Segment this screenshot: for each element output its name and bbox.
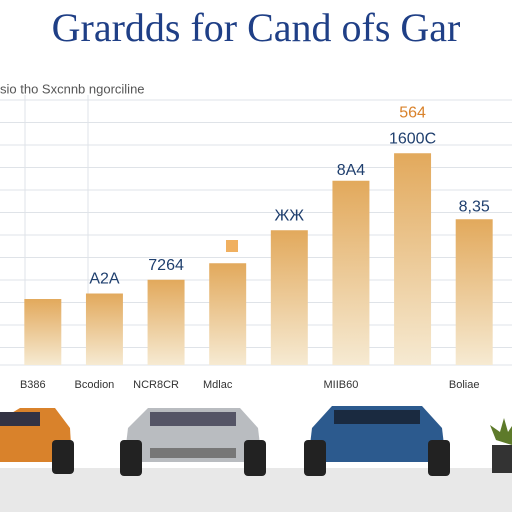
- car-silver: [120, 408, 266, 476]
- bar: [394, 153, 432, 365]
- x-tick-label: NCR8CR: [133, 379, 179, 391]
- chart-subtitle: sio tho Sxcnnb ngorciline: [0, 81, 145, 96]
- marker-box: [226, 240, 238, 252]
- annotation: A2A: [89, 271, 120, 288]
- x-tick-label: Boliae: [449, 379, 480, 391]
- car-blue: [304, 406, 450, 476]
- x-tick-label: Mdlac: [203, 379, 233, 391]
- bar: [24, 299, 62, 365]
- bar: [270, 230, 308, 365]
- x-tick-label: MIIB60: [324, 379, 359, 391]
- bar: [209, 263, 247, 365]
- bar: [332, 180, 370, 365]
- bar: [147, 279, 185, 365]
- bar: [455, 219, 493, 365]
- annotation: 8A4: [337, 162, 366, 179]
- x-tick-label: B386: [20, 379, 46, 391]
- annotation: ЖЖ: [275, 207, 305, 224]
- bar: [85, 293, 123, 365]
- x-tick-label: Bcodion: [75, 379, 115, 391]
- car-orange: [0, 408, 74, 474]
- annotation: 7264: [148, 257, 184, 274]
- chart-title: Grardds for Cand ofs Gar: [52, 5, 461, 50]
- plant: [490, 418, 512, 473]
- annotation: 564: [399, 104, 426, 121]
- annotation: 1600C: [389, 130, 436, 147]
- bars: [24, 153, 493, 365]
- annotation: 8,35: [459, 198, 490, 215]
